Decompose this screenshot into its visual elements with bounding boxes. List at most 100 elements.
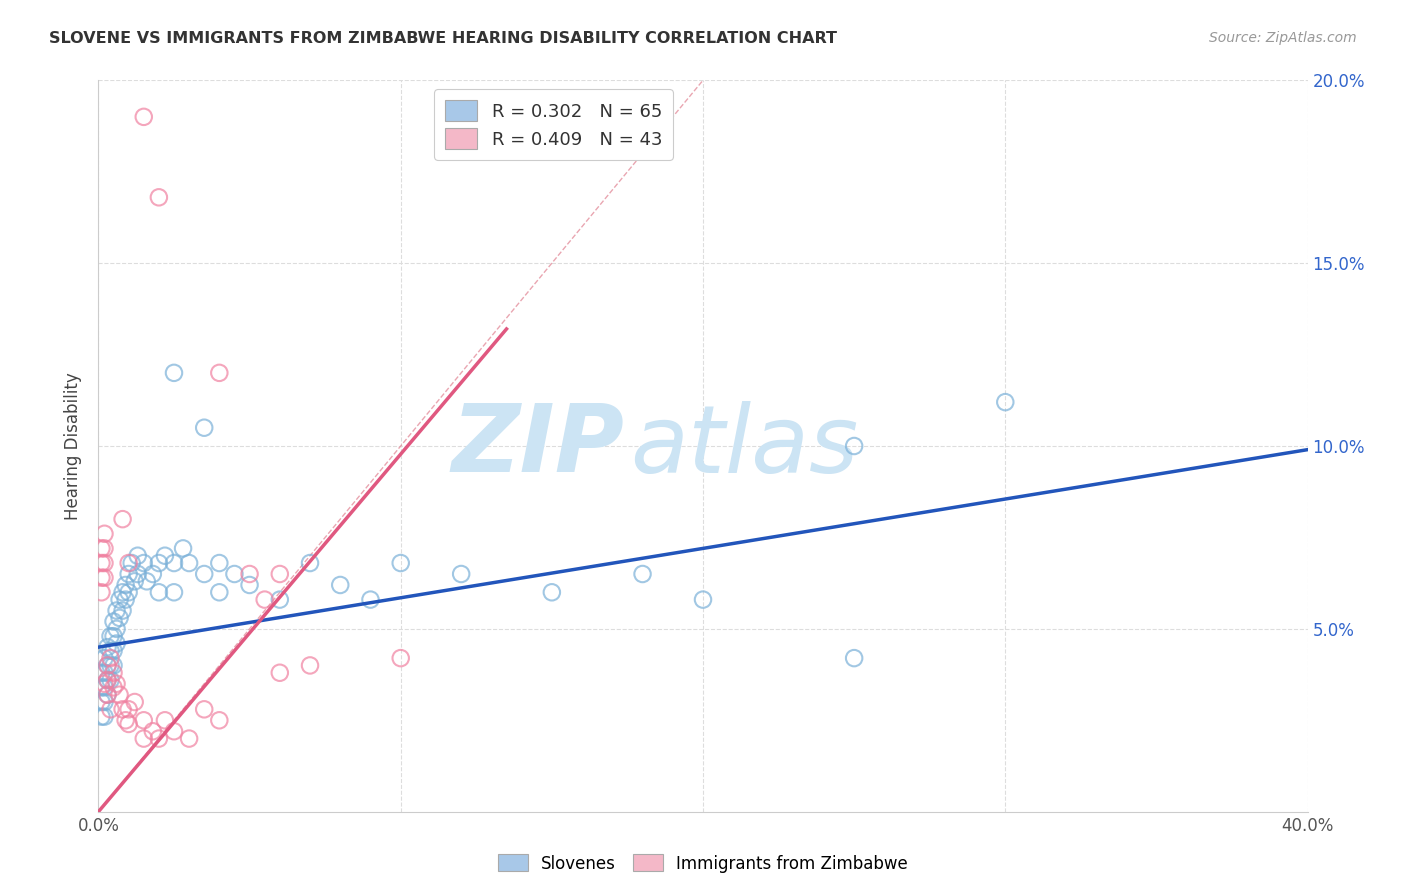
Y-axis label: Hearing Disability: Hearing Disability (65, 372, 83, 520)
Point (124, 574, 146, 589)
Point (93, 709, 115, 723)
Point (114, 592, 136, 607)
Point (90, 709, 112, 723)
Point (148, 585, 170, 599)
Point (208, 714, 231, 728)
Point (269, 567, 291, 582)
Point (148, 190, 170, 204)
Point (108, 592, 131, 607)
Point (224, 567, 246, 582)
Point (100, 651, 122, 665)
Point (93, 665, 115, 680)
Point (96, 673, 118, 687)
Point (114, 578, 136, 592)
Point (100, 644, 122, 658)
Point (172, 541, 194, 556)
Point (179, 731, 201, 746)
Point (193, 702, 215, 716)
Point (631, 567, 654, 582)
Point (111, 603, 134, 617)
Point (208, 585, 231, 599)
Point (389, 556, 412, 570)
Point (132, 731, 155, 746)
Point (193, 421, 215, 435)
Point (90, 681, 112, 695)
Point (111, 585, 134, 599)
Point (103, 615, 125, 629)
Point (103, 681, 125, 695)
Point (100, 658, 122, 673)
Point (269, 592, 291, 607)
Text: Source: ZipAtlas.com: Source: ZipAtlas.com (1209, 31, 1357, 45)
Legend: R = 0.302   N = 65, R = 0.409   N = 43: R = 0.302 N = 65, R = 0.409 N = 43 (434, 89, 673, 160)
Point (118, 717, 141, 731)
Legend: Slovenes, Immigrants from Zimbabwe: Slovenes, Immigrants from Zimbabwe (491, 847, 915, 880)
Point (239, 578, 262, 592)
Point (105, 603, 128, 617)
Point (132, 714, 155, 728)
Point (118, 585, 141, 599)
Point (208, 556, 231, 570)
Point (96, 658, 118, 673)
Point (127, 549, 149, 563)
Point (105, 636, 128, 650)
Point (692, 592, 714, 607)
Point (148, 556, 170, 570)
Point (135, 574, 157, 589)
Point (93, 676, 115, 690)
Point (103, 665, 125, 680)
Point (114, 714, 136, 728)
Point (96, 658, 118, 673)
Point (118, 567, 141, 582)
Point (93, 681, 115, 695)
Point (124, 695, 146, 709)
Point (142, 724, 165, 739)
Point (450, 567, 472, 582)
Point (360, 592, 382, 607)
Point (127, 567, 149, 582)
Point (93, 556, 115, 570)
Point (90, 665, 112, 680)
Point (108, 688, 131, 702)
Point (96, 688, 118, 702)
Point (90, 541, 112, 556)
Point (163, 724, 186, 739)
Point (844, 651, 866, 665)
Point (96, 640, 118, 655)
Point (93, 651, 115, 665)
Point (93, 571, 115, 585)
Point (111, 512, 134, 526)
Point (239, 567, 262, 582)
Point (179, 556, 201, 570)
Point (253, 592, 276, 607)
Point (142, 567, 165, 582)
Point (100, 629, 122, 643)
Point (389, 651, 412, 665)
Text: SLOVENE VS IMMIGRANTS FROM ZIMBABWE HEARING DISABILITY CORRELATION CHART: SLOVENE VS IMMIGRANTS FROM ZIMBABWE HEAR… (49, 31, 837, 46)
Point (96, 688, 118, 702)
Text: atlas: atlas (630, 401, 859, 491)
Point (93, 526, 115, 541)
Point (111, 702, 134, 716)
Point (148, 731, 170, 746)
Point (132, 110, 155, 124)
Point (329, 578, 352, 592)
Point (100, 673, 122, 687)
Point (132, 556, 155, 570)
Point (103, 629, 125, 643)
Point (118, 556, 141, 570)
Point (163, 585, 186, 599)
Point (90, 556, 112, 570)
Point (105, 676, 128, 690)
Point (121, 556, 143, 570)
Point (100, 702, 122, 716)
Point (163, 556, 186, 570)
Point (90, 695, 112, 709)
Point (208, 366, 231, 380)
Point (153, 549, 176, 563)
Point (193, 567, 215, 582)
Point (844, 439, 866, 453)
Point (540, 585, 562, 599)
Point (994, 395, 1017, 409)
Point (118, 702, 141, 716)
